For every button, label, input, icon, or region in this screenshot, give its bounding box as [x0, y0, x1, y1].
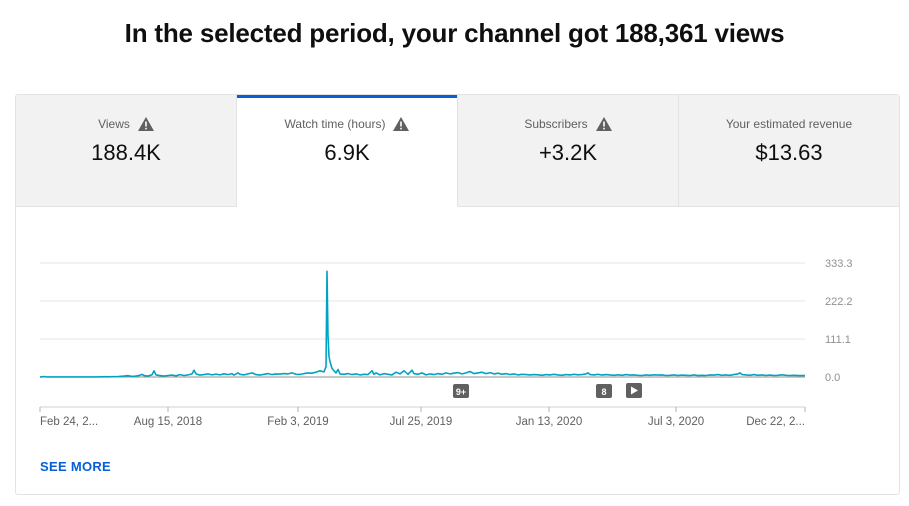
tab-revenue-label: Your estimated revenue	[725, 117, 853, 131]
tab-revenue-value: $13.63	[755, 140, 823, 165]
x-tick-label: Jan 13, 2020	[516, 416, 583, 428]
tab-subscribers[interactable]: Subscribers +3.2K	[458, 95, 679, 207]
metric-tabs: Views 188.4K Watch time (hours) 6.9K Sub…	[16, 95, 899, 207]
analytics-card: Views 188.4K Watch time (hours) 6.9K Sub…	[15, 94, 900, 495]
x-tick-label: Feb 3, 2019	[267, 416, 328, 428]
page-headline: In the selected period, your channel got…	[124, 18, 785, 48]
tab-watch-time-value: 6.9K	[324, 140, 370, 165]
x-tick-label: Feb 24, 2...	[40, 416, 98, 428]
tab-watch-time-label: Watch time (hours)	[284, 117, 386, 131]
warning-triangle-icon	[393, 117, 410, 131]
tab-watch-time[interactable]: Watch time (hours) 6.9K	[237, 95, 458, 207]
tab-subscribers-label: Subscribers	[524, 117, 588, 131]
warning-triangle-icon	[595, 117, 612, 131]
y-tick-label: 111.1	[825, 334, 851, 346]
series-line	[39, 270, 806, 378]
y-tick-label: 222.2	[825, 296, 853, 308]
see-more-link[interactable]: SEE MORE	[40, 459, 112, 474]
watch-time-chart: 333.3 222.2 111.1 0.0 9+ 8 Feb 24, 2... Aug 15,…	[16, 207, 899, 494]
y-tick-label: 0.0	[825, 372, 840, 384]
tab-estimated-revenue[interactable]: Your estimated revenue $13.63	[679, 95, 899, 207]
line-chart: 333.3 222.2 111.1 0.0 9+ 8 Feb 24, 2... Aug 15,…	[39, 258, 853, 428]
tab-views-label: Views	[98, 117, 130, 131]
x-tick-label: Jul 3, 2020	[648, 416, 704, 428]
tab-subscribers-value: +3.2K	[538, 140, 598, 165]
x-tick-label: Aug 15, 2018	[134, 416, 202, 428]
x-tick-label: Dec 22, 2...	[746, 416, 805, 428]
warning-triangle-icon	[137, 117, 154, 131]
annotation-badge-label: 8	[601, 387, 606, 397]
annotation-badge	[453, 384, 469, 398]
y-tick-label: 333.3	[825, 258, 853, 270]
tab-views[interactable]: Views 188.4K	[16, 95, 237, 207]
tab-views-value: 188.4K	[91, 140, 161, 165]
annotation-badge-label: 9+	[456, 387, 466, 397]
annotation-badge	[596, 384, 612, 398]
play-icon-glyph	[631, 386, 638, 395]
x-tick-label: Jul 25, 2019	[390, 416, 453, 428]
